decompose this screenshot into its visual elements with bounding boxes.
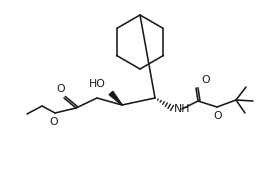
Text: O: O (201, 75, 210, 85)
Polygon shape (109, 91, 122, 105)
Text: O: O (57, 84, 65, 94)
Text: NH: NH (174, 104, 190, 114)
Text: O: O (50, 117, 58, 127)
Text: HO: HO (89, 79, 106, 89)
Text: O: O (214, 111, 222, 121)
